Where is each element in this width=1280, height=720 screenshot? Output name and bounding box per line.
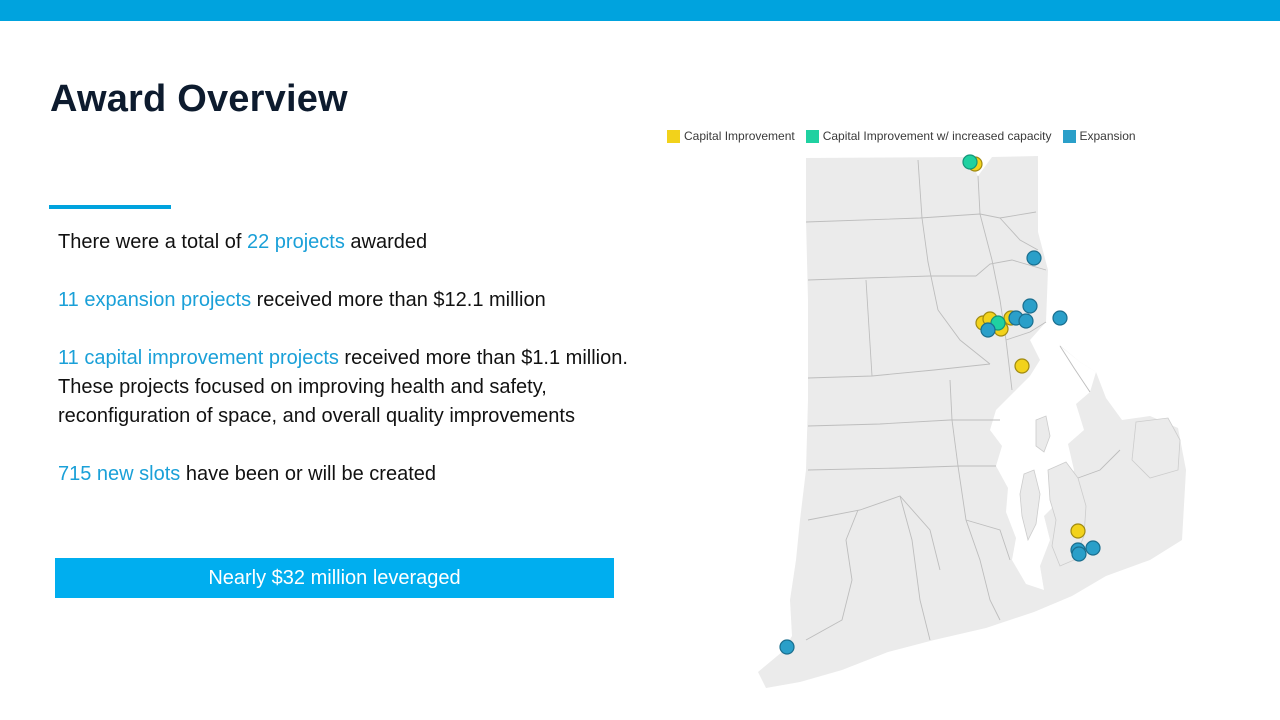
page-title: Award Overview [50,78,348,120]
marker-expansion[interactable] [779,639,795,655]
legend-swatch-increased-capacity [805,129,819,143]
new-slots-highlight: 715 new slots [58,463,181,485]
title-underline [49,205,171,209]
narragansett-bay [990,322,1096,590]
legend-swatch-capital-improvement [667,129,680,143]
legend-label-increased-capacity: Capital Improvement w/ increased capacit… [822,129,1052,143]
map-legend: Capital Improvement Capital Improvement … [667,129,1147,143]
legend-item-expansion: Expansion [1062,129,1136,143]
marker-expansion[interactable] [980,322,996,338]
total-projects-highlight: 22 projects [246,231,345,253]
top-accent-bar [0,0,1280,21]
aquidneck-island [1047,461,1087,567]
town-boundaries [805,159,1121,641]
expansion-paragraph: 11 expansion projects received more than… [58,286,628,315]
total-projects-post: awarded [344,231,428,253]
total-projects-pre: There were a total of [58,231,247,253]
marker-expansion[interactable] [1018,313,1034,329]
legend-swatch-expansion [1062,129,1076,143]
summary-text: There were a total of 22 projects awarde… [58,228,628,518]
project-markers [779,154,1101,655]
state-landmass [758,156,1186,688]
new-slots-paragraph: 715 new slots have been or will be creat… [58,460,628,489]
conanicut-island [1019,469,1041,542]
total-projects-paragraph: There were a total of 22 projects awarde… [58,228,628,257]
marker-expansion[interactable] [1026,250,1042,266]
marker-expansion[interactable] [1071,546,1087,562]
legend-item-capital-improvement: Capital Improvement [667,129,795,143]
leveraged-callout-text: Nearly $32 million leveraged [208,566,461,589]
legend-item-increased-capacity: Capital Improvement w/ increased capacit… [805,129,1052,143]
capital-improvement-highlight: 11 capital improvement projects [58,347,339,369]
legend-label-expansion: Expansion [1079,129,1136,143]
rhode-island-map [758,154,1186,688]
expansion-post: received more than $12.1 million [251,289,546,311]
marker-increased-capacity[interactable] [962,154,978,170]
legend-label-capital-improvement: Capital Improvement [684,129,795,143]
expansion-highlight: 11 expansion projects [58,289,252,311]
sakonnet-land [1131,417,1181,479]
marker-expansion[interactable] [1052,310,1068,326]
marker-expansion[interactable] [1085,540,1101,556]
marker-capital-improvement[interactable] [1070,523,1086,539]
marker-capital-improvement[interactable] [1014,358,1030,374]
capital-improvement-paragraph: 11 capital improvement projects received… [58,344,628,431]
marker-expansion[interactable] [1022,298,1038,314]
leveraged-callout: Nearly $32 million leveraged [55,558,614,598]
capital-improvement-post: received more than $1.1 million. These p… [58,347,628,427]
new-slots-post: have been or will be created [180,463,437,485]
prudence-island [1035,415,1051,453]
